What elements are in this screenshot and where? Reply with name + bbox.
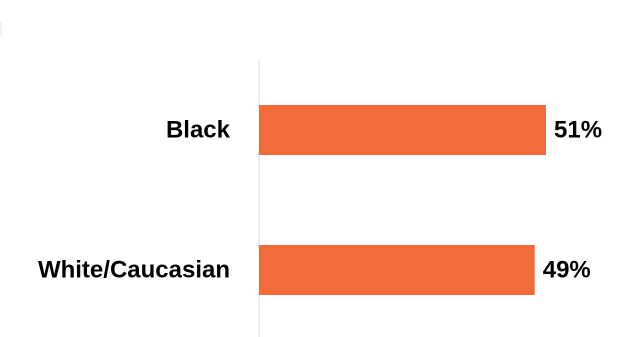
bars-group <box>259 105 546 295</box>
category-label-white-caucasian: White/Caucasian <box>38 257 230 284</box>
value-labels-group: 51% 49% <box>543 117 602 284</box>
value-label-white-caucasian: 49% <box>543 257 591 284</box>
category-label-black: Black <box>166 117 231 144</box>
category-labels-group: Black White/Caucasian <box>38 117 231 284</box>
bar-white-caucasian <box>259 245 535 295</box>
bar-black <box>259 105 546 155</box>
value-label-black: 51% <box>554 117 602 144</box>
